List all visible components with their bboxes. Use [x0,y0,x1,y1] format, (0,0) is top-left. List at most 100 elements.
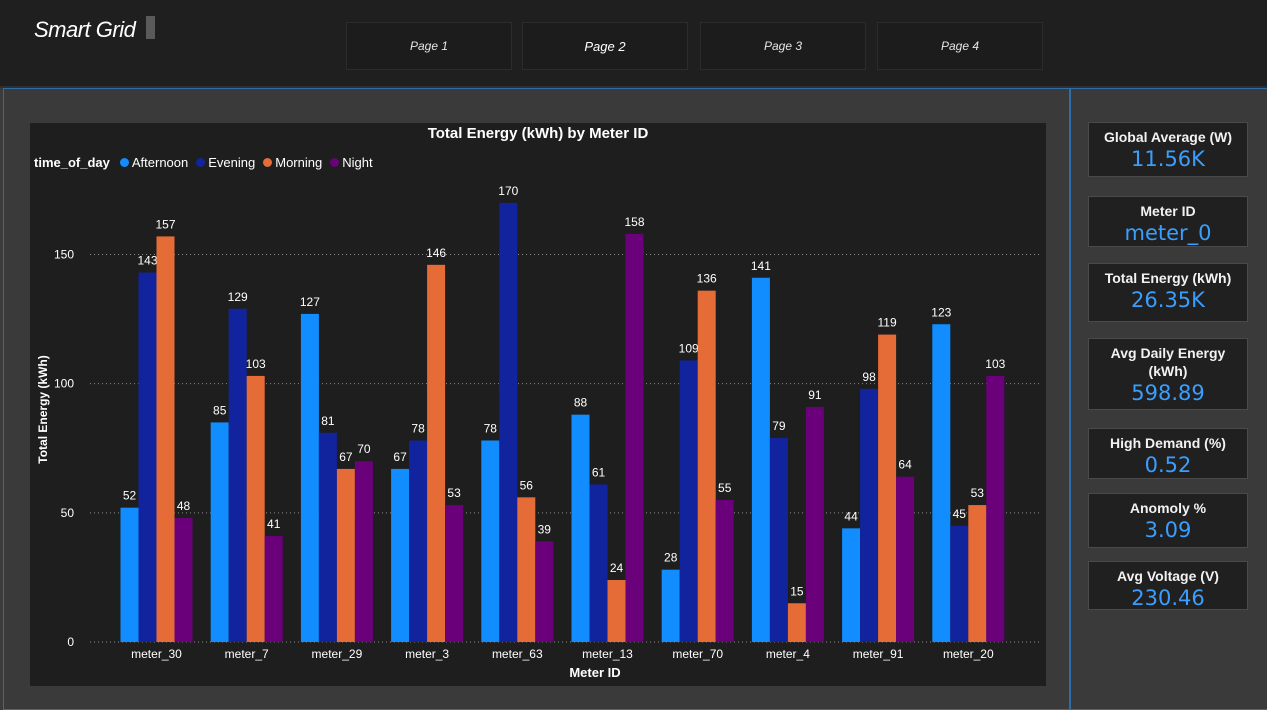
bar-afternoon [481,440,500,642]
bar-evening [860,388,879,642]
bar-night [986,375,1005,642]
legend-item-morning[interactable]: Morning [263,155,322,170]
bar-night [715,499,734,642]
bar-night [535,541,554,642]
kpi-label: Avg Voltage (V) [1117,568,1219,584]
bar-night [264,536,283,642]
data-label: 45 [953,507,967,521]
bar-night [354,461,373,642]
legend-dot-morning [263,158,273,167]
x-tick-label: meter_3 [405,647,449,661]
kpi-value: 0.52 [1144,453,1192,477]
legend-dot-evening [196,158,206,167]
bar-morning [336,468,355,642]
legend-dot-afternoon [119,158,129,167]
bar-morning [427,264,446,642]
kpi-value: 598.89 [1131,381,1205,405]
data-label: 88 [574,396,588,410]
y-tick-label: 0 [67,635,74,649]
data-label: 53 [971,486,985,500]
legend-item-evening[interactable]: Evening [196,155,255,170]
kpi-card-avg-voltage: Avg Voltage (V) 230.46 [1088,561,1248,610]
bar-morning [697,290,716,642]
title-cursor-decoration [146,16,155,39]
legend-label-morning: Morning [275,155,323,170]
bar-morning [787,603,806,642]
x-tick-label: meter_30 [131,647,182,661]
data-label: 81 [321,414,335,428]
kpi-value: 11.56K [1131,147,1205,171]
data-label: 15 [790,584,804,598]
nav-tab-page-4[interactable]: Page 4 [877,22,1043,70]
kpi-value: meter_0 [1124,221,1212,245]
bar-evening [769,437,788,642]
kpi-card-meter-id: Meter ID meter_0 [1088,196,1248,247]
data-label: 64 [898,458,912,472]
kpi-label: Avg Daily Energy (kWh) [1110,345,1226,379]
data-label: 61 [592,465,606,479]
data-label: 48 [177,499,191,513]
top-bar: Smart Grid Page 1 Page 2 Page 3 Page 4 [0,0,1267,88]
data-label: 123 [931,305,951,319]
x-tick-label: meter_63 [492,647,543,661]
kpi-value: 3.09 [1144,518,1192,542]
nav-tab-page-3[interactable]: Page 3 [700,22,866,70]
chart-plot-area: 0 50 100 150 Total Energy (kWh) 52 143 157 48 met… [36,184,1040,680]
energy-bar-chart[interactable]: 0 50 100 150 Total Energy (kWh) 52 143 157 48 met… [30,123,1046,686]
x-tick-label: meter_70 [672,647,723,661]
data-label: 91 [808,388,822,402]
x-tick-label: meter_20 [943,647,994,661]
data-label: 24 [610,561,624,575]
data-label: 158 [624,215,644,229]
chart-legend: time_of_day Afternoon Evening Morning Ni… [34,155,381,170]
bar-evening [138,272,157,642]
data-label: 55 [718,481,732,495]
app-title: Smart Grid [34,17,136,42]
nav-tab-page-2[interactable]: Page 2 [522,22,688,70]
bar-morning [517,497,536,642]
data-label: 98 [862,370,876,384]
x-axis-label: Meter ID [569,665,620,680]
kpi-card-global-average: Global Average (W) 11.56K [1088,122,1248,177]
kpi-value: 230.46 [1131,586,1205,610]
bar-evening [318,432,337,642]
bar-morning [968,505,987,642]
bar-morning [607,580,626,642]
data-label: 67 [339,450,353,464]
bar-afternoon [661,569,680,642]
data-label: 67 [393,450,407,464]
x-tick-label: meter_13 [582,647,633,661]
y-tick-label: 50 [61,506,75,520]
bar-afternoon [391,468,410,642]
data-label: 136 [697,272,717,286]
bar-night [805,406,824,642]
bar-morning [878,334,897,642]
data-label: 79 [772,419,786,433]
data-label: 103 [985,357,1005,371]
x-tick-label: meter_7 [225,647,269,661]
y-tick-label: 100 [54,377,74,391]
legend-title: time_of_day [34,155,110,170]
kpi-card-anomaly: Anomoly % 3.09 [1088,493,1248,548]
data-label: 56 [520,478,534,492]
kpi-label: Total Energy (kWh) [1104,270,1232,286]
data-label: 41 [267,517,281,531]
chart-title: Total Energy (kWh) by Meter ID [427,125,649,142]
bar-afternoon [842,528,861,642]
data-label: 127 [300,295,320,309]
data-label: 141 [751,259,771,273]
legend-item-night[interactable]: Night [330,155,373,170]
bar-evening [950,525,969,642]
data-label: 85 [213,403,227,417]
bar-morning [246,375,265,642]
legend-label-afternoon: Afternoon [131,155,189,170]
data-label: 146 [426,246,446,260]
kpi-card-avg-daily-energy: Avg Daily Energy (kWh) 598.89 [1088,338,1248,410]
bar-night [445,505,464,642]
legend-item-afternoon[interactable]: Afternoon [119,155,189,170]
data-label: 143 [137,254,157,268]
bar-evening [679,360,698,642]
nav-tab-page-1[interactable]: Page 1 [346,22,512,70]
data-label: 53 [447,486,461,500]
bar-afternoon [751,277,770,642]
